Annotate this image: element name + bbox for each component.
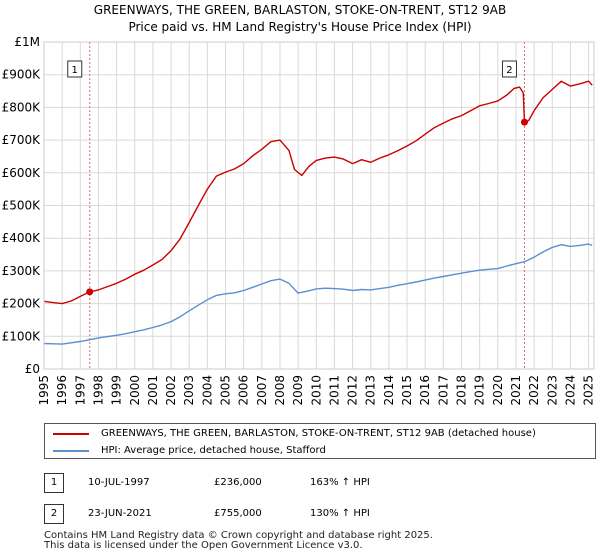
y-tick-label: £300K	[2, 264, 42, 278]
x-tick-label: 1997	[73, 375, 87, 406]
x-tick-label: 2011	[327, 375, 341, 406]
annotation-date: 23-JUN-2021	[88, 508, 152, 519]
series-layer	[43, 80, 593, 345]
x-tick-label: 2020	[491, 375, 505, 406]
x-tick-label: 2005	[219, 375, 233, 406]
annotation-badge: 1	[44, 473, 64, 493]
footer-line1: Contains HM Land Registry data © Crown c…	[44, 530, 433, 541]
y-tick-label: £700K	[2, 133, 42, 147]
x-tick-label: 2002	[164, 375, 178, 406]
legend-line-hpi	[53, 450, 89, 452]
y-tick-label: £900K	[2, 68, 42, 82]
x-tick-label: 2024	[563, 375, 577, 406]
footer: Contains HM Land Registry data © Crown c…	[44, 531, 433, 551]
x-tick-label: 2022	[527, 375, 541, 406]
x-tick-label: 2004	[200, 375, 214, 406]
sale-point	[86, 288, 94, 296]
legend-line-property	[53, 433, 89, 435]
sale-marker-badge	[67, 60, 83, 78]
x-tick-label: 2001	[146, 375, 160, 406]
y-tick-label: £0	[25, 362, 40, 376]
sale-marker-label: 1	[72, 65, 78, 76]
series-line-property	[43, 80, 593, 305]
x-tick-label: 2019	[473, 375, 487, 406]
x-tick-label: 1999	[110, 375, 124, 406]
legend-label-property: GREENWAYS, THE GREEN, BARLASTON, STOKE-O…	[101, 428, 536, 439]
y-tick-label: £1M	[14, 35, 40, 49]
annotation-row: 1 10-JUL-1997 £236,000 163% ↑ HPI	[44, 473, 564, 493]
y-tick-label: £600K	[2, 166, 42, 180]
x-tick-label: 2012	[346, 375, 360, 406]
x-tick-label: 1996	[55, 375, 69, 406]
x-tick-label: 2010	[309, 375, 323, 406]
legend-label-hpi: HPI: Average price, detached house, Staf…	[101, 445, 326, 456]
x-tick-label: 2003	[182, 375, 196, 406]
sale-point	[520, 118, 528, 126]
x-tick-label: 2013	[364, 375, 378, 406]
chart-title: GREENWAYS, THE GREEN, BARLASTON, STOKE-O…	[0, 2, 600, 36]
y-tick-label: £400K	[2, 231, 42, 245]
x-tick-label: 2015	[400, 375, 414, 406]
footer-line2: This data is licensed under the Open Gov…	[44, 540, 363, 551]
x-tick-label: 2023	[545, 375, 559, 406]
x-tick-label: 2009	[291, 375, 305, 406]
x-tick-label: 2016	[418, 375, 432, 406]
x-tick-label: 2021	[509, 375, 523, 406]
annotation-hpi-change: 130% ↑ HPI	[310, 508, 370, 519]
sale-marker-badge	[501, 60, 517, 78]
x-tick-label: 2000	[128, 375, 142, 406]
x-tick-label: 2017	[436, 375, 450, 406]
annotation-price: £236,000	[214, 477, 262, 488]
x-tick-label: 2007	[255, 375, 269, 406]
annotation-badge: 2	[44, 504, 64, 524]
x-tick-label: 2008	[273, 375, 287, 406]
y-tick-label: £800K	[2, 100, 42, 114]
chart-title-line1: GREENWAYS, THE GREEN, BARLASTON, STOKE-O…	[93, 3, 507, 17]
y-tick-label: £200K	[2, 297, 42, 311]
y-tick-label: £500K	[2, 199, 42, 213]
x-tick-label: 2025	[582, 375, 596, 406]
y-tick-label: £100K	[2, 329, 42, 343]
sale-marker-label: 2	[506, 65, 512, 76]
x-tick-label: 2018	[454, 375, 468, 406]
annotation-hpi-change: 163% ↑ HPI	[310, 477, 370, 488]
series-line-hpi	[43, 243, 593, 345]
x-tick-label: 2014	[382, 375, 396, 406]
annotation-date: 10-JUL-1997	[88, 477, 150, 488]
x-tick-label: 1998	[91, 375, 105, 406]
annotation-price: £755,000	[214, 508, 262, 519]
chart-title-line2: Price paid vs. HM Land Registry's House …	[128, 20, 472, 34]
plot-border	[43, 41, 595, 370]
legend: GREENWAYS, THE GREEN, BARLASTON, STOKE-O…	[44, 423, 596, 459]
annotation-row: 2 23-JUN-2021 £755,000 130% ↑ HPI	[44, 504, 564, 524]
x-tick-label: 2006	[237, 375, 251, 406]
grid-layer	[43, 41, 594, 370]
x-tick-label: 1995	[37, 375, 51, 406]
axis-layer: £0 £100K £200K £300K £400K £500K £600K £700K £80…	[2, 35, 596, 406]
